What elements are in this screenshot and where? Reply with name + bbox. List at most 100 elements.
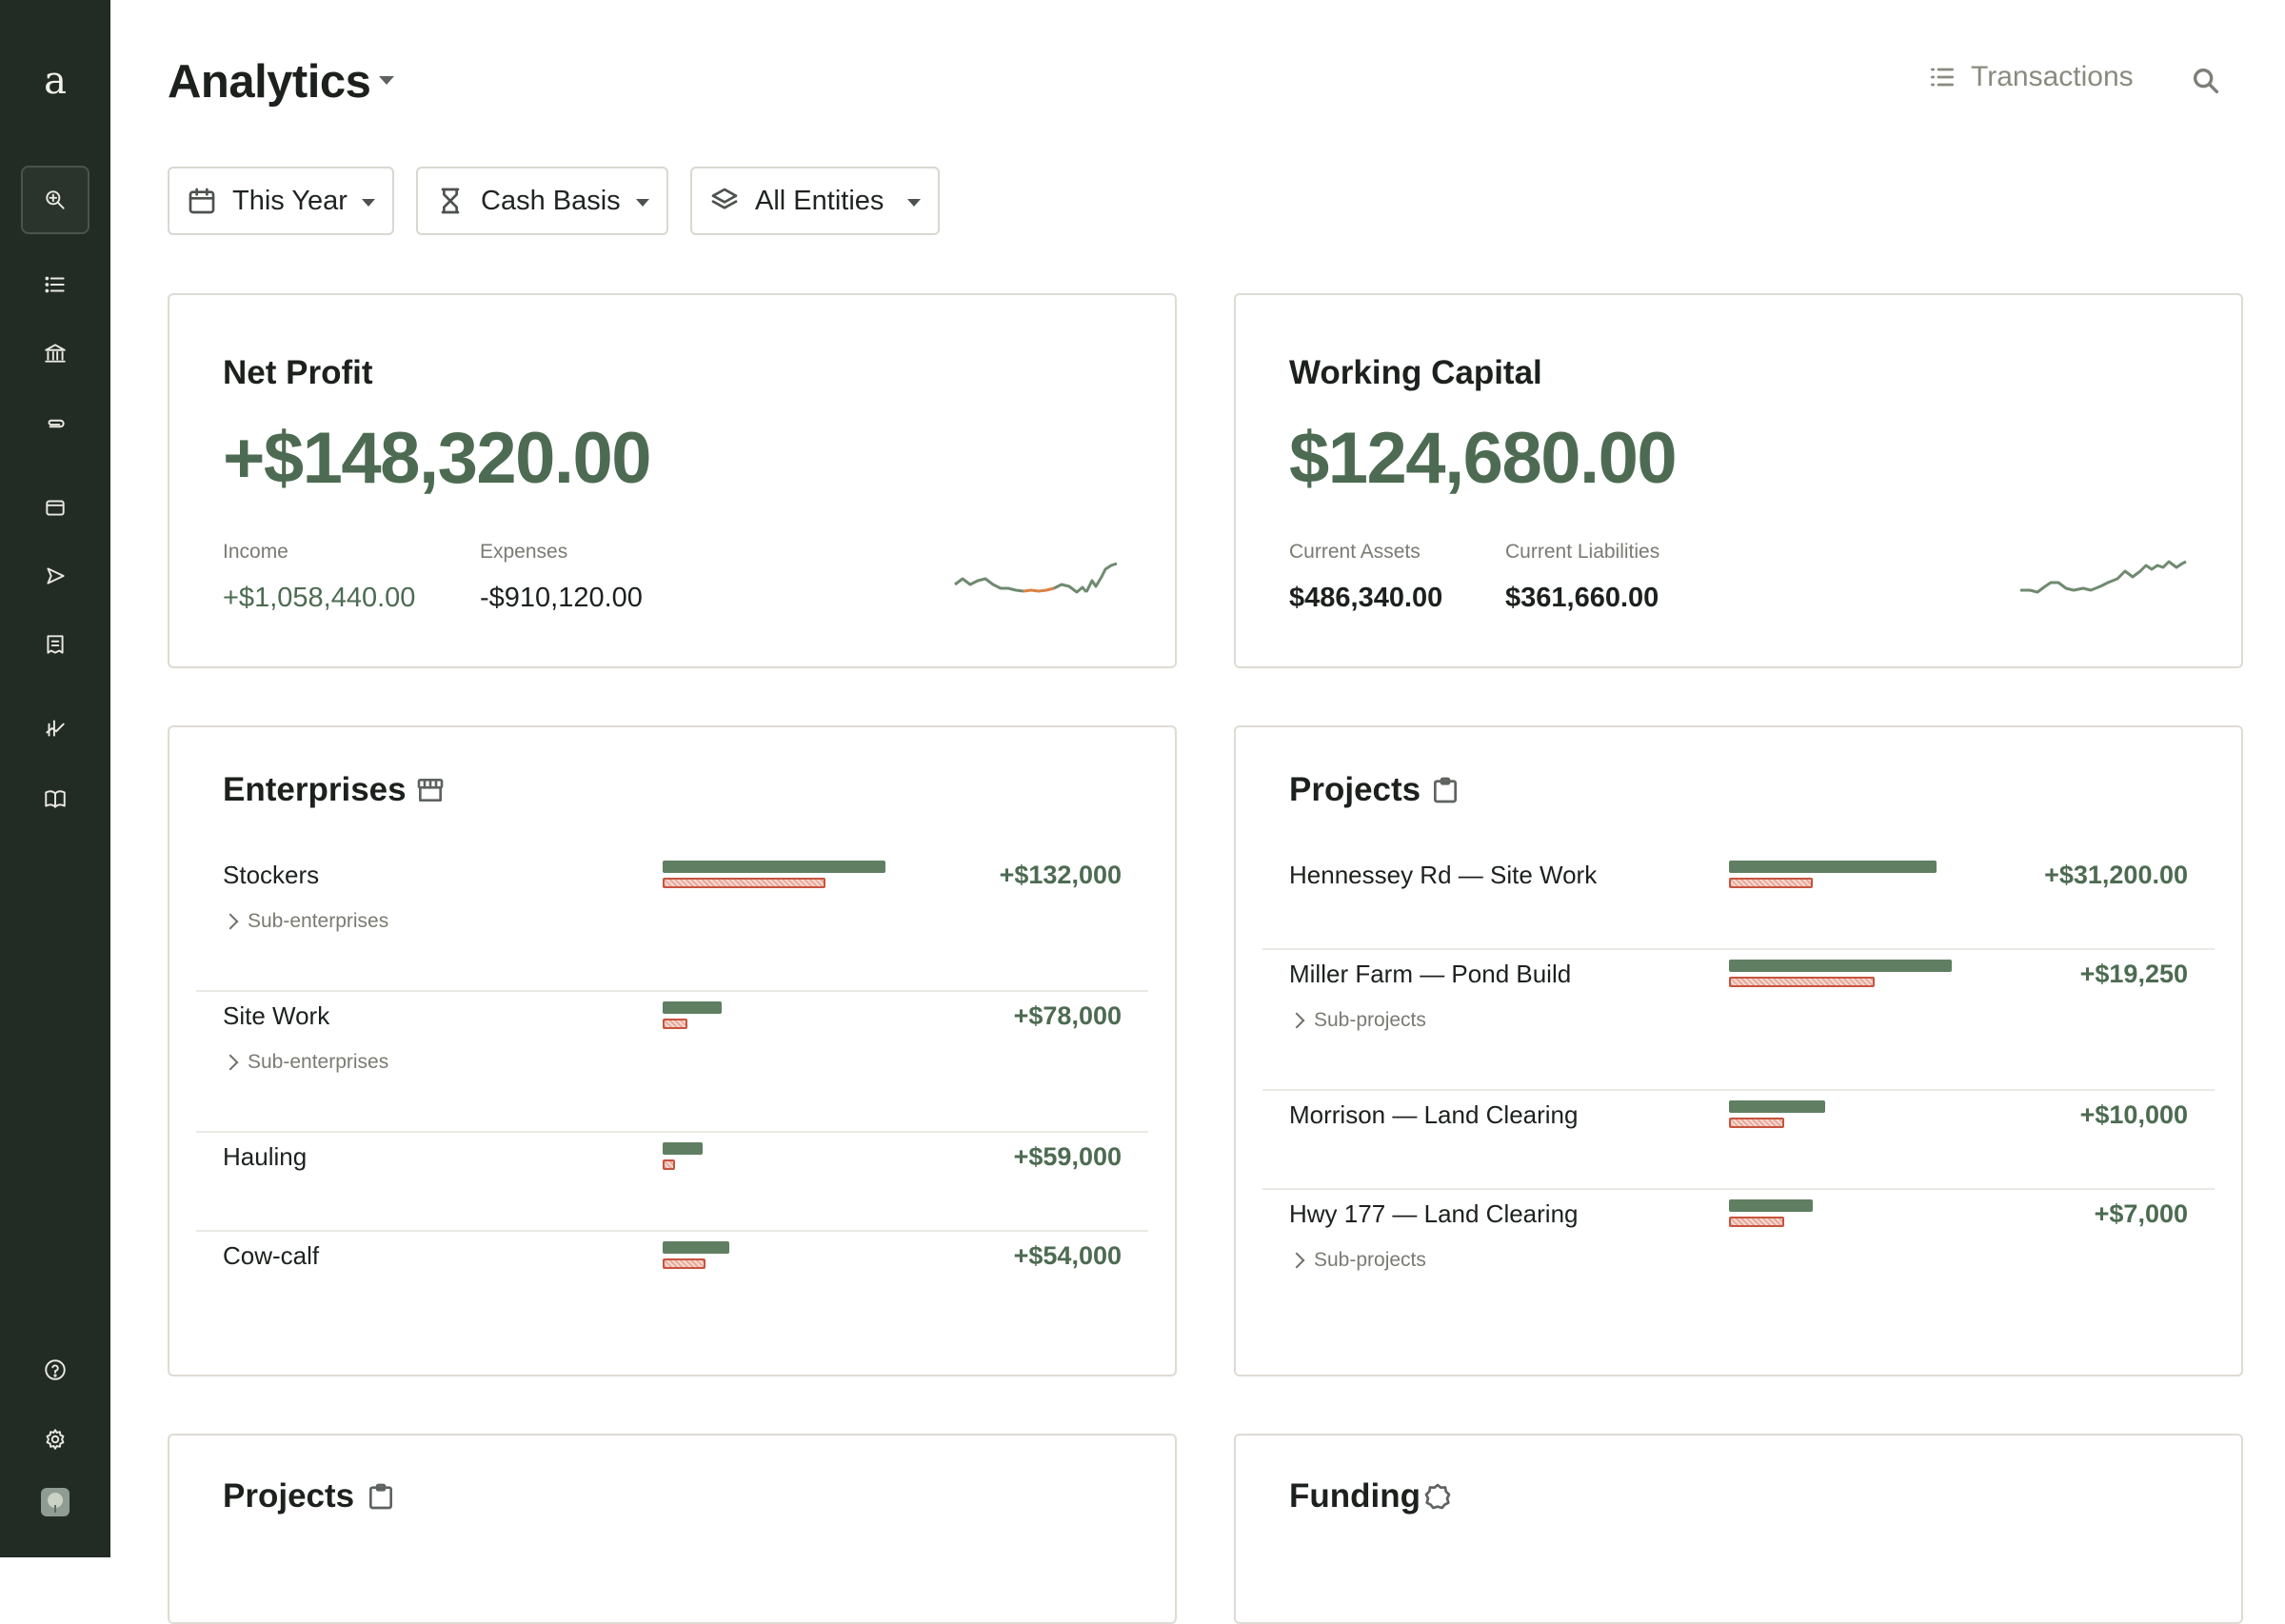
- basis-filter[interactable]: Cash Basis: [416, 167, 668, 235]
- projects-secondary-title: Projects: [223, 1477, 355, 1515]
- projects-title: Projects: [1289, 771, 1421, 808]
- enterprise-name: Site Work: [223, 1001, 330, 1030]
- title-dropdown-caret[interactable]: [379, 76, 394, 85]
- working-capital-title: Working Capital: [1289, 354, 1542, 391]
- enterprise-name: Stockers: [223, 861, 320, 889]
- net-profit-sparkline: [954, 562, 1118, 594]
- current-assets-value: $486,340.00: [1289, 583, 1443, 613]
- app-logo[interactable]: a: [44, 59, 67, 103]
- working-capital-card[interactable]: Working Capital $124,680.00 Current Asse…: [1234, 293, 2243, 668]
- search-icon: [46, 190, 65, 209]
- net-profit-value: +$148,320.00: [223, 418, 652, 499]
- search-icon: [2193, 68, 2219, 94]
- income-bar: [1729, 1199, 1813, 1212]
- projects-card: Projects Hennessey Rd — Site Work +$31,2…: [1234, 725, 2243, 1376]
- income-bar: [1729, 861, 1937, 873]
- enterprise-row-stockers[interactable]: Stockers Sub-enterprises +$132,000: [196, 861, 1148, 992]
- gear-icon: [46, 1429, 65, 1450]
- chevron-right-icon: [1288, 1252, 1305, 1269]
- project-row-hwy-177[interactable]: Hwy 177 — Land Clearing Sub-projects +$7…: [1262, 1199, 2215, 1314]
- enterprise-row-hauling[interactable]: Hauling +$59,000: [196, 1142, 1148, 1232]
- clipboard-icon: [366, 1481, 396, 1512]
- net-profit-card[interactable]: Net Profit +$148,320.00 Income +$1,058,4…: [168, 293, 1177, 668]
- sidebar-item-analytics[interactable]: [21, 694, 89, 762]
- sidebar-item-wallet[interactable]: [21, 473, 89, 542]
- help-icon: [45, 1359, 66, 1380]
- project-value: +$7,000: [2094, 1199, 2188, 1228]
- project-value: +$19,250: [2079, 960, 2188, 988]
- enterprise-value: +$54,000: [1013, 1241, 1122, 1270]
- period-filter[interactable]: This Year: [168, 167, 394, 235]
- sidebar-item-send[interactable]: [21, 542, 89, 610]
- funding-title: Funding: [1289, 1477, 1421, 1515]
- enterprise-row-cow-calf[interactable]: Cow-calf +$54,000: [196, 1241, 1148, 1317]
- entities-filter-label: All Entities: [755, 185, 884, 216]
- expense-bar: [1729, 878, 1813, 888]
- sidebar-item-book[interactable]: [21, 764, 89, 833]
- sub-projects-toggle[interactable]: Sub-projects: [1288, 1009, 1426, 1032]
- sub-enterprises-label: Sub-enterprises: [248, 1051, 389, 1073]
- sidebar-item-list[interactable]: [21, 250, 89, 319]
- sub-enterprises-toggle[interactable]: Sub-enterprises: [222, 1051, 389, 1074]
- income-label: Income: [223, 541, 288, 563]
- list-icon: [1931, 68, 1954, 87]
- project-name: Hennessey Rd — Site Work: [1289, 861, 1598, 889]
- page-title: Analytics: [168, 56, 371, 108]
- projects-secondary-card: Projects: [168, 1434, 1177, 1624]
- project-value: +$10,000: [2079, 1100, 2188, 1129]
- storefront-icon: [415, 775, 446, 805]
- project-row-miller-farm[interactable]: Miller Farm — Pond Build Sub-projects +$…: [1262, 960, 2215, 1091]
- expense-bar: [1729, 1118, 1784, 1128]
- income-bar: [663, 1241, 729, 1254]
- expense-bar: [1729, 1217, 1784, 1227]
- current-liabilities-label: Current Liabilities: [1505, 541, 1660, 563]
- income-value: +$1,058,440.00: [223, 583, 416, 613]
- income-bar: [1729, 960, 1952, 972]
- sidebar-item-search[interactable]: [21, 166, 89, 234]
- sub-enterprises-toggle[interactable]: Sub-enterprises: [222, 910, 388, 933]
- working-capital-value: $124,680.00: [1289, 418, 1678, 499]
- receipt-icon: [47, 635, 64, 654]
- sidebar-item-receipts[interactable]: [21, 610, 89, 679]
- basis-filter-label: Cash Basis: [481, 185, 621, 216]
- enterprise-value: +$78,000: [1013, 1001, 1122, 1030]
- funding-card: Funding: [1234, 1434, 2243, 1624]
- expenses-value: -$910,120.00: [480, 583, 643, 613]
- book-icon: [45, 790, 66, 808]
- sidebar-item-help[interactable]: [21, 1336, 89, 1404]
- enterprises-title: Enterprises: [223, 771, 407, 808]
- sidebar-item-settings[interactable]: [21, 1405, 89, 1474]
- current-liabilities-value: $361,660.00: [1505, 583, 1659, 613]
- paperclip-icon: [48, 419, 65, 428]
- net-profit-title: Net Profit: [223, 354, 373, 391]
- entities-filter[interactable]: All Entities: [690, 167, 940, 235]
- sidebar-item-bank[interactable]: [21, 319, 89, 387]
- chevron-down-icon: [907, 199, 921, 207]
- enterprise-name: Hauling: [223, 1142, 308, 1171]
- avatar[interactable]: [41, 1488, 70, 1516]
- current-assets-label: Current Assets: [1289, 541, 1421, 563]
- income-bar: [663, 1142, 703, 1155]
- working-capital-sparkline: [2020, 560, 2187, 594]
- enterprise-value: +$132,000: [999, 861, 1122, 889]
- calendar-icon: [189, 188, 215, 214]
- transactions-link[interactable]: Transactions: [1927, 61, 2134, 93]
- sidebar: a: [0, 0, 110, 1557]
- chevron-right-icon: [222, 1054, 239, 1071]
- project-name: Morrison — Land Clearing: [1289, 1100, 1579, 1129]
- enterprises-card: Enterprises Stockers Sub-enterprises +$1…: [168, 725, 1177, 1376]
- bank-icon: [45, 344, 66, 363]
- sub-projects-toggle[interactable]: Sub-projects: [1288, 1249, 1426, 1272]
- enterprise-row-site-work[interactable]: Site Work Sub-enterprises +$78,000: [196, 1001, 1148, 1133]
- chevron-right-icon: [222, 913, 239, 930]
- income-bar: [1729, 1100, 1825, 1113]
- header-search-button[interactable]: [2190, 65, 2222, 97]
- enterprise-value: +$59,000: [1013, 1142, 1122, 1171]
- project-name: Hwy 177 — Land Clearing: [1289, 1199, 1579, 1228]
- income-bar: [663, 1001, 722, 1014]
- sidebar-item-attachments[interactable]: [21, 389, 89, 458]
- project-row-hennessey[interactable]: Hennessey Rd — Site Work +$31,200.00: [1262, 861, 2215, 950]
- expense-bar: [663, 878, 825, 888]
- wallet-icon: [46, 500, 65, 516]
- project-row-morrison[interactable]: Morrison — Land Clearing +$10,000: [1262, 1100, 2215, 1190]
